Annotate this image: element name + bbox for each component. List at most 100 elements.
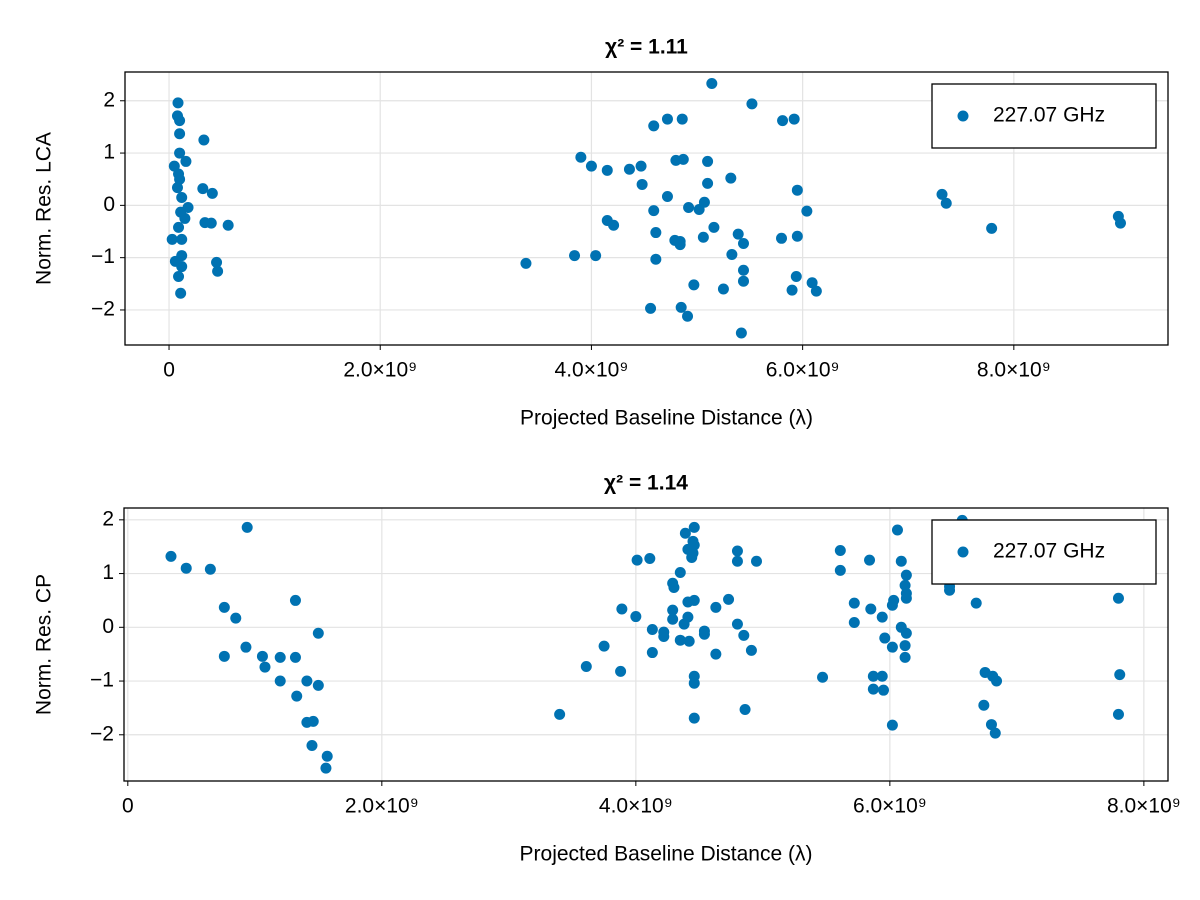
- scatter-point: [575, 151, 587, 163]
- x-tick-label: 6.0×10⁹: [853, 795, 927, 818]
- scatter-point: [806, 277, 818, 289]
- scatter-point: [321, 750, 333, 762]
- scatter-point: [676, 113, 688, 125]
- scatter-point: [688, 677, 700, 689]
- scatter-point: [590, 250, 602, 262]
- scatter-point: [661, 113, 673, 125]
- scatter-point: [790, 270, 802, 282]
- scatter-point: [206, 187, 218, 199]
- scatter-point: [706, 78, 718, 90]
- scatter-point: [737, 264, 749, 276]
- plot-frame: [124, 71, 1169, 346]
- scatter-point: [569, 250, 581, 262]
- scatter-point: [580, 661, 592, 673]
- scatter-point: [631, 554, 643, 566]
- scatter-point: [650, 253, 662, 265]
- scatter-point: [644, 553, 656, 565]
- scatter-point: [645, 302, 657, 314]
- scatter-point: [165, 550, 177, 562]
- scatter-point: [717, 283, 729, 295]
- x-tick-label: 0: [122, 795, 134, 818]
- scatter-point: [735, 327, 747, 339]
- scatter-point: [211, 256, 223, 268]
- scatter-point: [900, 569, 912, 581]
- y-tick-label: 0: [102, 615, 114, 638]
- scatter-point: [786, 284, 798, 296]
- scatter-point: [891, 524, 903, 536]
- scatter-point: [683, 635, 695, 647]
- scatter-point: [810, 285, 822, 297]
- scatter-point: [867, 683, 879, 695]
- legend-label: 227.07 GHz: [993, 540, 1105, 563]
- scatter-point: [648, 205, 660, 217]
- legend-box: [931, 83, 1157, 149]
- scatter-point: [687, 535, 699, 547]
- scatter-point: [817, 671, 829, 683]
- scatter-point: [978, 699, 990, 711]
- x-tick-label: 2.0×10⁹: [345, 795, 419, 818]
- scatter-point: [683, 201, 695, 213]
- scatter-point: [936, 188, 948, 200]
- scatter-point: [688, 712, 700, 724]
- scatter-point: [520, 257, 532, 269]
- scatter-point: [777, 115, 789, 127]
- scatter-point: [291, 690, 303, 702]
- scatter-point: [650, 227, 662, 239]
- y-tick-label: −1: [91, 245, 115, 268]
- y-tick-label: 2: [102, 507, 114, 530]
- scatter-point: [895, 621, 907, 633]
- y-tick-label: −2: [91, 298, 115, 321]
- scatter-point: [173, 221, 185, 233]
- scatter-point: [240, 641, 252, 653]
- scatter-point: [289, 651, 301, 663]
- scatter-point: [688, 521, 700, 533]
- y-tick-label: 1: [103, 141, 115, 164]
- scatter-point: [867, 670, 879, 682]
- scatter-point: [241, 521, 253, 533]
- scatter-point: [646, 623, 658, 635]
- scatter-point: [682, 611, 694, 623]
- chart-title: χ² = 1.14: [604, 472, 688, 495]
- scatter-point: [180, 155, 192, 167]
- scatter-point: [697, 231, 709, 243]
- scatter-point: [702, 155, 714, 167]
- scatter-point: [218, 601, 230, 613]
- plot-frame: [123, 507, 1169, 782]
- scatter-point: [888, 594, 900, 606]
- x-tick-label: 4.0×10⁹: [555, 359, 629, 382]
- scatter-point: [710, 648, 722, 660]
- scatter-point: [788, 113, 800, 125]
- scatter-point: [674, 235, 686, 247]
- scatter-point: [848, 597, 860, 609]
- scatter-point: [176, 192, 188, 204]
- scatter-point: [876, 611, 888, 623]
- scatter-point: [630, 611, 642, 623]
- scatter-point: [585, 160, 597, 172]
- scatter-point: [675, 301, 687, 313]
- scatter-point: [198, 134, 210, 146]
- scatter-point: [306, 740, 318, 752]
- scatter-point: [688, 594, 700, 606]
- scatter-point: [864, 554, 876, 566]
- scatter-point: [636, 178, 648, 190]
- x-tick-label: 8.0×10⁹: [1107, 795, 1181, 818]
- scatter-point: [674, 634, 686, 646]
- scatter-point: [598, 640, 610, 652]
- scatter-point: [738, 629, 750, 641]
- scatter-point: [601, 164, 613, 176]
- scatter-point: [176, 233, 188, 245]
- scatter-point: [746, 98, 758, 110]
- y-axis-label: Norm. Res. LCA: [33, 132, 56, 285]
- x-axis-label: Projected Baseline Distance (λ): [520, 407, 813, 430]
- scatter-point: [687, 547, 699, 559]
- scatter-point: [646, 647, 658, 659]
- scatter-point: [174, 128, 186, 140]
- y-axis-label: Norm. Res. CP: [33, 574, 56, 715]
- scatter-point: [222, 219, 234, 231]
- scatter-point: [879, 632, 891, 644]
- scatter-point: [172, 97, 184, 109]
- scatter-point: [986, 222, 998, 234]
- scatter-point: [674, 566, 686, 578]
- scatter-point: [989, 727, 1001, 739]
